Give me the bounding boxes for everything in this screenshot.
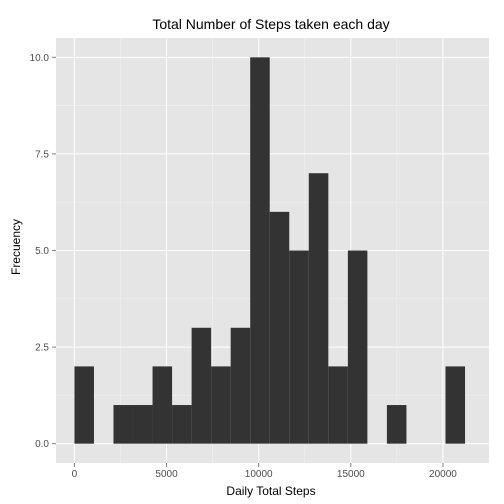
histogram-bar — [445, 366, 466, 444]
x-tick-label: 10000 — [245, 469, 273, 480]
histogram-bar — [152, 366, 173, 444]
y-tick-label: 5.0 — [35, 246, 49, 257]
y-axis: 0.0 2.5 5.0 7.5 10.0 — [30, 53, 56, 450]
histogram-bar — [172, 405, 192, 444]
x-axis-title: Daily Total Steps — [226, 484, 315, 498]
histogram-bar — [386, 405, 407, 444]
histogram-bar — [328, 366, 348, 444]
histogram-bar — [250, 57, 270, 444]
x-tick-label: 20000 — [429, 469, 457, 480]
histogram-bar — [113, 405, 134, 444]
x-axis: 0 5000 10000 15000 20000 — [72, 463, 457, 480]
histogram-bar — [347, 250, 368, 444]
histogram-bar — [133, 405, 153, 444]
histogram-bar — [211, 366, 231, 444]
histogram-bar — [308, 173, 329, 444]
x-tick-label: 5000 — [155, 469, 178, 480]
x-tick-label: 15000 — [337, 469, 365, 480]
y-tick-label: 7.5 — [35, 149, 49, 160]
histogram-bar — [191, 327, 212, 444]
x-tick-label: 0 — [72, 469, 78, 480]
y-tick-label: 2.5 — [35, 343, 49, 354]
histogram-bars — [74, 57, 466, 444]
y-tick-label: 10.0 — [30, 53, 50, 64]
histogram-bar — [269, 211, 290, 444]
y-tick-label: 0.0 — [35, 439, 49, 450]
chart-title: Total Number of Steps taken each day — [152, 16, 389, 32]
histogram-bar — [289, 250, 309, 444]
y-axis-title: Frecuency — [9, 219, 23, 275]
histogram-bar — [230, 327, 251, 444]
histogram-bar — [74, 366, 94, 444]
